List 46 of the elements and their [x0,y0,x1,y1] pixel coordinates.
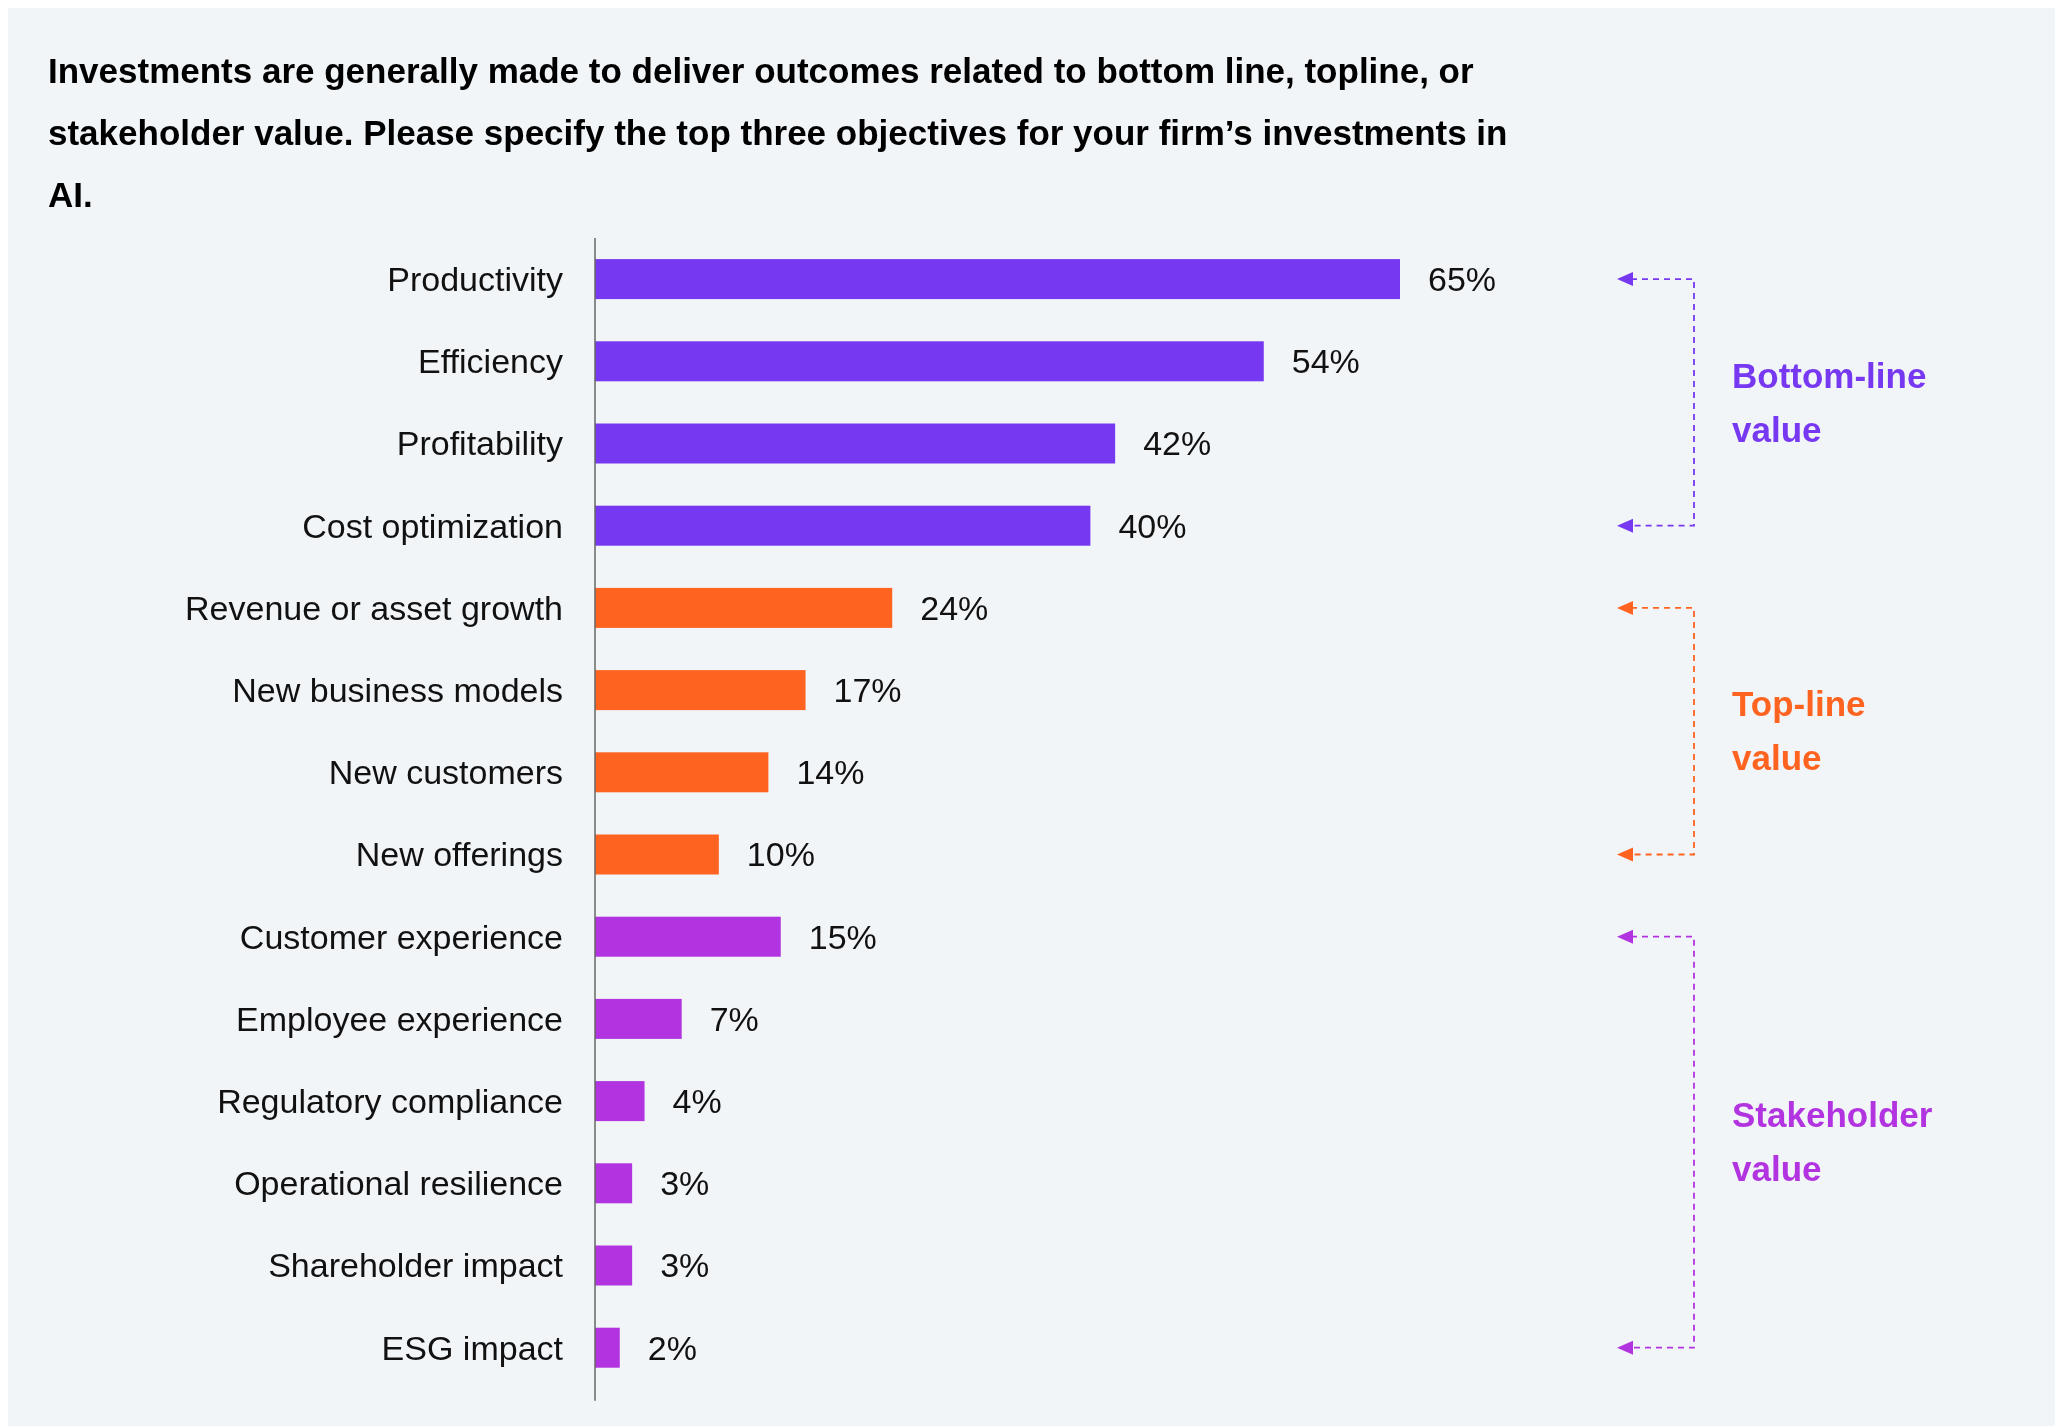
bar [595,259,1400,300]
bar [595,670,806,711]
chart-title: Investments are generally made to deliver outcomes related to bottom line, topline, or stakeholder value. Please specify the top three objectives for your firm’s investments in AI. [48,51,1508,214]
bar [595,423,1116,464]
bar [595,1327,620,1368]
text: Stakeholder value [1732,1095,1933,1189]
bar [595,587,893,628]
bar [595,505,1091,546]
y-tick-label: Shareholder impact [268,1246,564,1285]
y-tick-label: Regulatory compliance [217,1082,563,1120]
bar [595,752,769,793]
y-tick-label: New business models [232,671,563,709]
data-label: 10% [746,835,815,874]
y-tick-label: Revenue or asset growth [185,588,563,627]
bar [595,834,719,875]
data-label: 65% [1428,260,1497,298]
data-label: 40% [1118,506,1187,545]
data-label: 2% [647,1328,697,1367]
data-label: 42% [1143,424,1212,463]
y-tick-label: Efficiency [418,342,563,381]
data-label: 4% [672,1082,722,1120]
y-tick-label: Customer experience [239,917,563,956]
y-tick-label: Employee experience [236,999,563,1038]
y-tick-label: Productivity [387,260,563,298]
data-label: 3% [660,1164,710,1203]
data-label: 15% [808,917,877,956]
data-label: 17% [833,671,902,709]
bar [595,1245,633,1286]
bar [595,1163,633,1204]
y-tick-label: Profitability [396,424,563,463]
text: Bottom-line value [1732,355,1927,449]
y-tick-label: Cost optimization [302,506,563,545]
y-tick-label: New customers [328,753,563,792]
bar [595,998,682,1039]
data-label: 14% [796,753,865,792]
data-label: 7% [709,999,759,1038]
y-tick-label: New offerings [355,835,563,874]
data-label: 24% [920,588,989,627]
bar [595,916,781,957]
bar [595,1081,645,1122]
text: Top-line value [1732,684,1866,778]
data-label: 54% [1291,342,1360,381]
data-label: 3% [660,1246,710,1285]
y-tick-label: Operational resilience [234,1164,563,1203]
y-tick-label: ESG impact [381,1328,564,1367]
bar [595,341,1264,382]
